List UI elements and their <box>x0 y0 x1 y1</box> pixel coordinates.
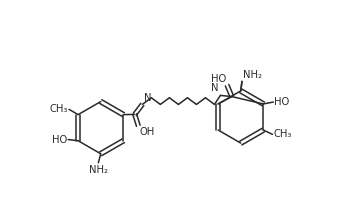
Text: NH₂: NH₂ <box>243 70 261 80</box>
Text: HO: HO <box>52 135 67 144</box>
Text: N: N <box>144 93 151 103</box>
Text: CH₃: CH₃ <box>49 104 68 114</box>
Text: N: N <box>212 83 219 94</box>
Text: HO: HO <box>211 74 226 84</box>
Text: CH₃: CH₃ <box>273 129 292 139</box>
Text: NH₂: NH₂ <box>89 165 108 175</box>
Text: OH: OH <box>139 127 154 137</box>
Text: HO: HO <box>274 97 290 107</box>
